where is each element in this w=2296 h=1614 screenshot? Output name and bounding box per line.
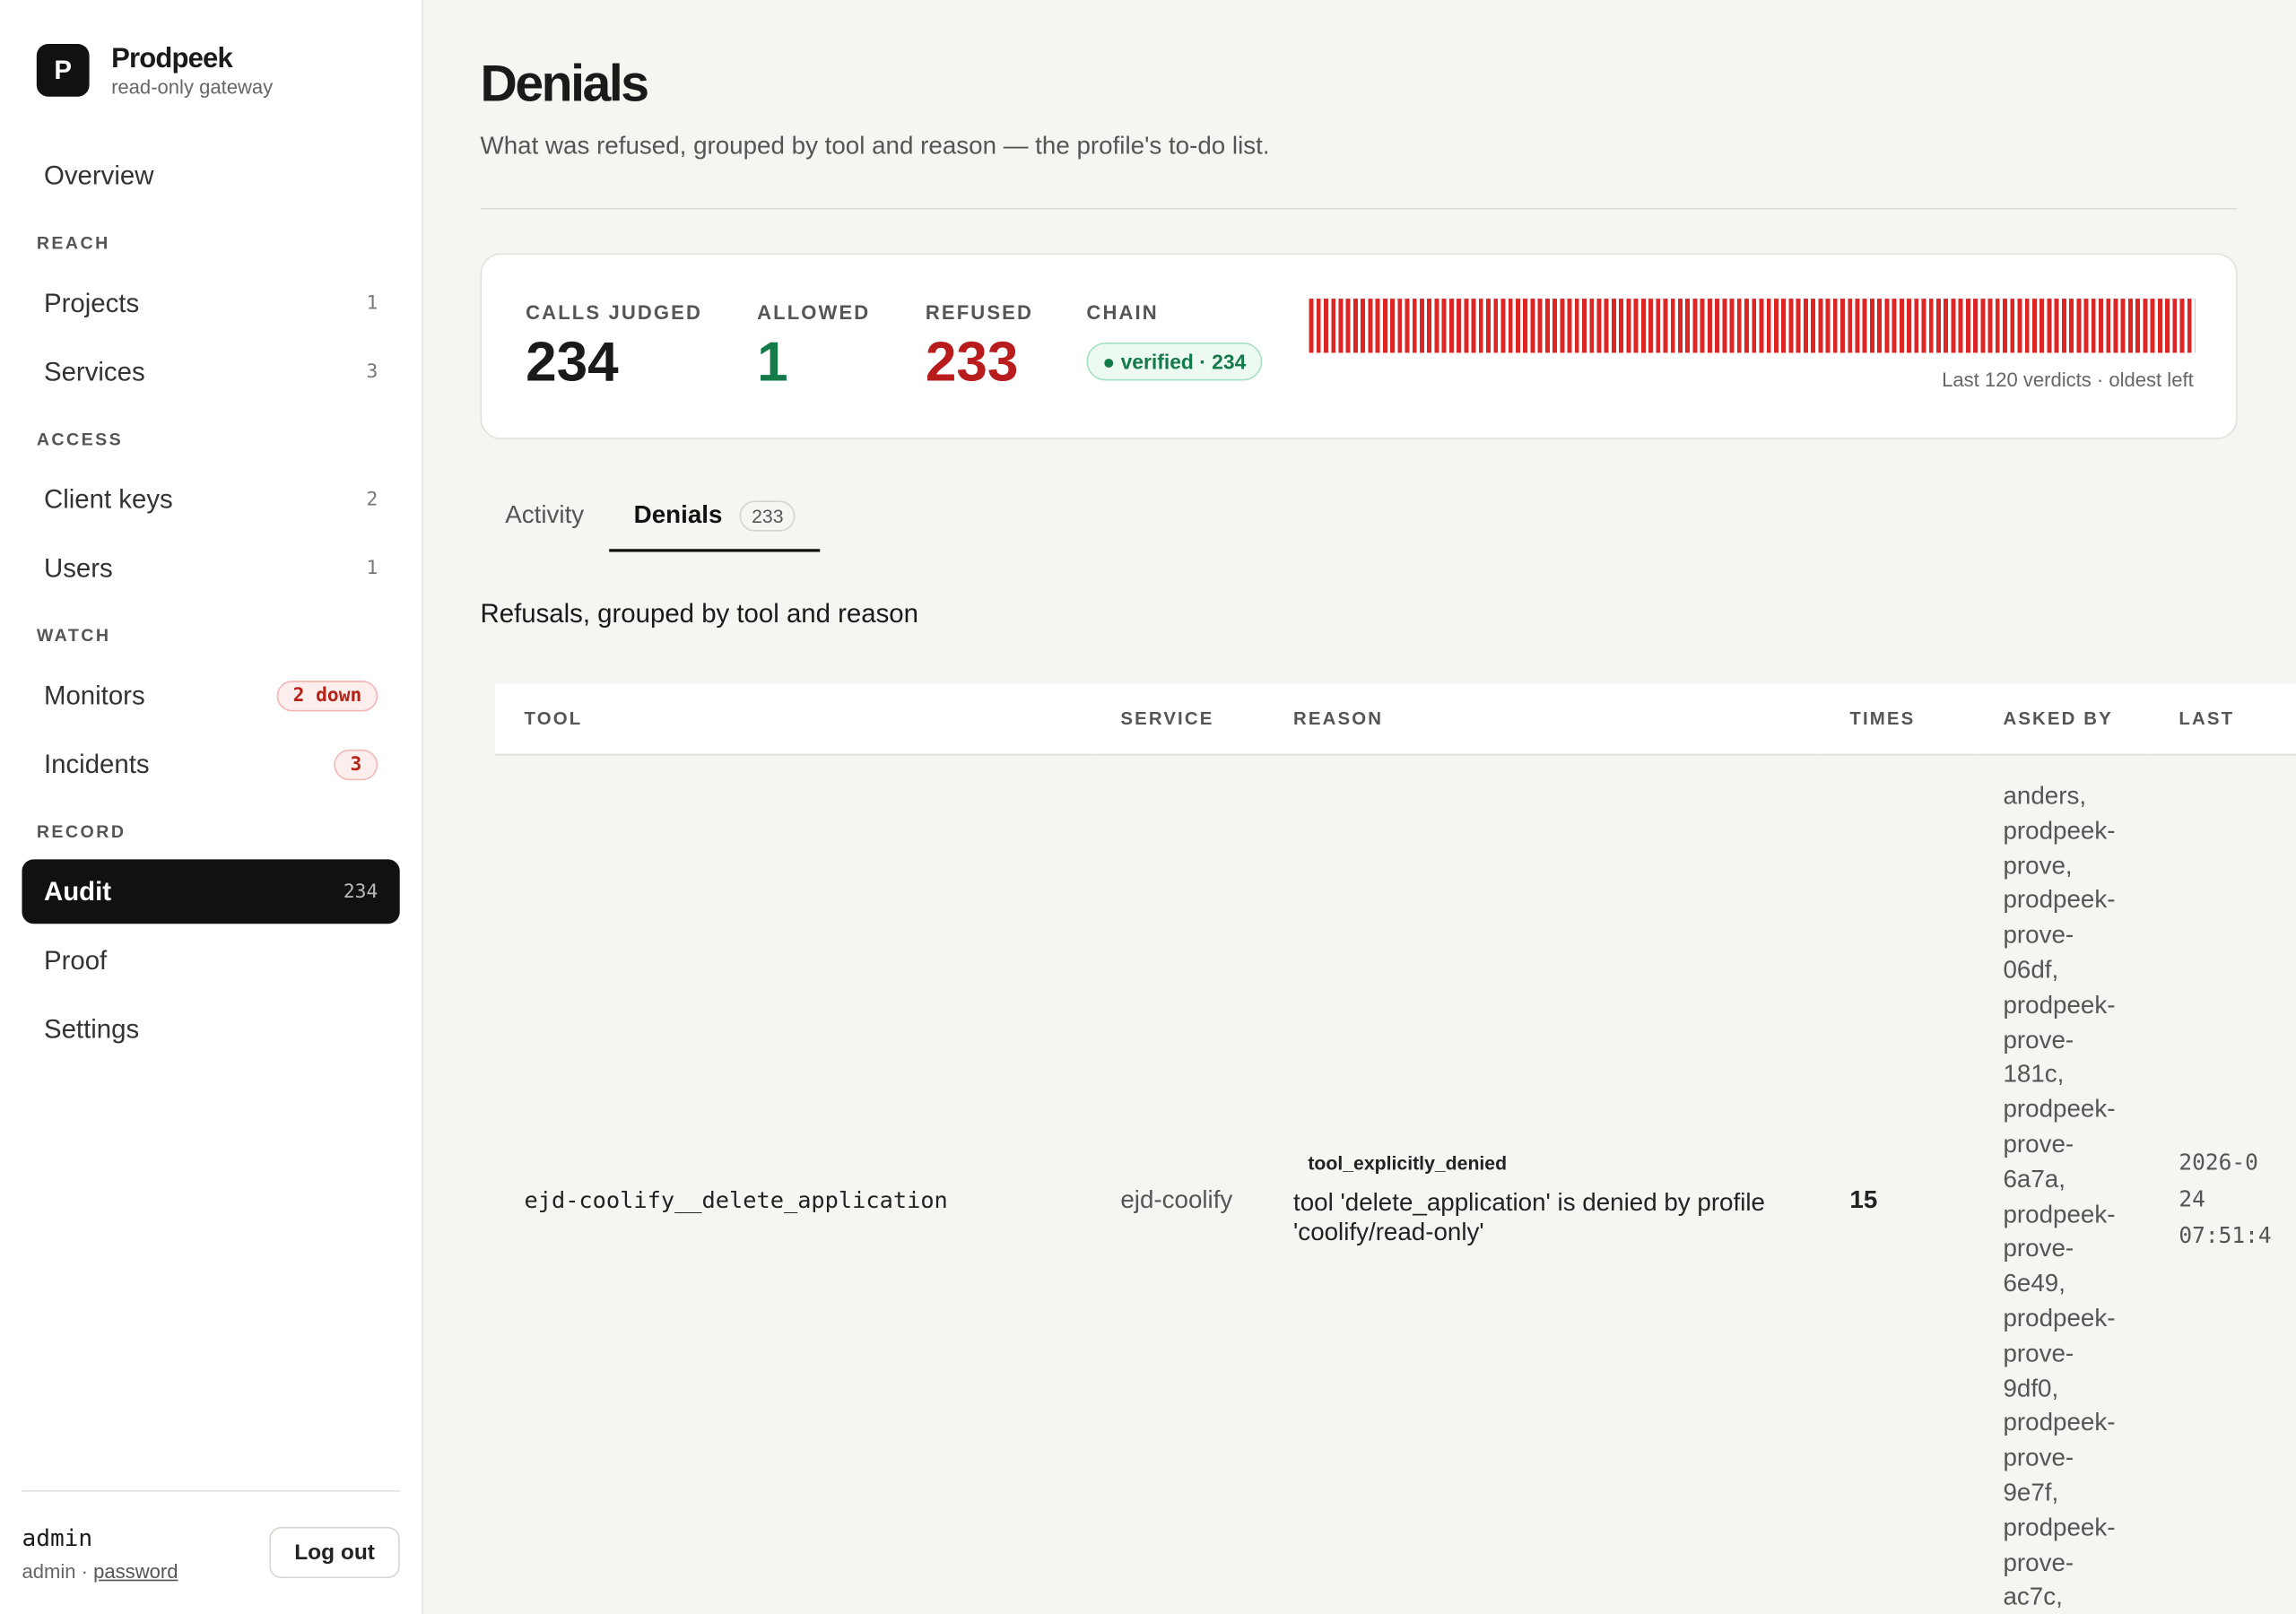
header-row: TOOL SERVICE REASON TIMES ASKED BY LAST bbox=[494, 683, 2296, 756]
stat: REFUSED 233 bbox=[926, 301, 1033, 395]
nav-badge: 3 bbox=[334, 749, 378, 780]
nav-badge: 2 down bbox=[276, 680, 378, 711]
nav-label: Client keys bbox=[43, 483, 173, 514]
nav-item[interactable]: Monitors 2 down bbox=[22, 664, 399, 728]
nav-label: Settings bbox=[43, 1013, 140, 1044]
column-header: SERVICE bbox=[1091, 683, 1265, 756]
section-title: Refusals, grouped by tool and reason bbox=[480, 598, 919, 629]
page-subtitle: What was refused, grouped by tool and re… bbox=[480, 131, 1270, 160]
nav-label: Services bbox=[43, 356, 145, 386]
service-cell: ejd-coolify bbox=[1120, 1184, 1233, 1213]
nav-item[interactable]: Proof bbox=[22, 928, 399, 993]
column-header: REASON bbox=[1264, 683, 1821, 756]
nav-section: REACH bbox=[36, 232, 110, 254]
brand-tagline: read-only gateway bbox=[111, 75, 274, 99]
nav-count: 234 bbox=[343, 881, 378, 903]
user-role: admin · password bbox=[22, 1560, 178, 1583]
nav-label: Audit bbox=[43, 876, 112, 906]
user-name: admin bbox=[22, 1523, 93, 1552]
asked-by-cell: anders, prodpeek-prove, prodpeek-prove-0… bbox=[2003, 781, 2116, 1611]
nav-label: Overview bbox=[43, 160, 154, 190]
nav-item[interactable]: Client keys 2 bbox=[22, 467, 399, 532]
nav-item[interactable]: Services 3 bbox=[22, 340, 399, 404]
column-header: ASKED BY bbox=[1973, 683, 2150, 756]
table-row[interactable]: ejd-coolify__delete_application ejd-cool… bbox=[495, 755, 2296, 1614]
page-title: Denials bbox=[480, 56, 650, 113]
tabs: Activity Denials 233 bbox=[481, 483, 821, 552]
nav-section: WATCH bbox=[36, 625, 111, 646]
tab[interactable]: Activity bbox=[481, 483, 609, 552]
nav-label: Projects bbox=[43, 287, 140, 317]
nav-item[interactable]: Users 1 bbox=[22, 536, 399, 601]
stat-label: CALLS JUDGED bbox=[526, 301, 703, 324]
stat-value: 1 bbox=[757, 332, 788, 395]
nav-count: 1 bbox=[366, 557, 378, 579]
user-panel: admin admin · password Log out bbox=[22, 1490, 400, 1583]
nav-label: Users bbox=[43, 552, 113, 582]
chain-badge: ● verified · 234 bbox=[1086, 343, 1263, 381]
nav-label: Proof bbox=[43, 944, 108, 975]
role: admin bbox=[22, 1560, 76, 1583]
last-cell: 2026-0 24 07:51:4 bbox=[2179, 1149, 2272, 1249]
tab-label: Activity bbox=[505, 500, 585, 529]
reason-tag: tool_explicitly_denied bbox=[1308, 1151, 1508, 1175]
nav-count: 3 bbox=[366, 360, 378, 383]
nav-section: ACCESS bbox=[36, 429, 124, 450]
stats-card: CALLS JUDGED 234 ALLOWED 1 REFUSED 233 CHAI… bbox=[480, 253, 2238, 439]
nav-item[interactable]: Settings bbox=[22, 997, 399, 1062]
nav-label: Incidents bbox=[43, 749, 150, 778]
divider bbox=[480, 207, 2238, 210]
column-header: TOOL bbox=[494, 683, 1091, 756]
stat-value: 233 bbox=[925, 332, 1019, 395]
stat-label: CHAIN bbox=[1086, 301, 1159, 324]
nav: Overview REACH Projects 1 Services 3 ACCESS Cl… bbox=[22, 143, 400, 1066]
stat-label: ALLOWED bbox=[757, 301, 871, 324]
brand-name: Prodpeek bbox=[111, 43, 233, 75]
nav-label: Monitors bbox=[43, 680, 145, 710]
logo: P bbox=[36, 43, 90, 97]
tab[interactable]: Denials 233 bbox=[608, 483, 821, 552]
column-header: LAST bbox=[2149, 683, 2296, 756]
strip-caption: Last 120 verdicts · oldest left bbox=[1942, 369, 2194, 391]
stat: ALLOWED 1 bbox=[757, 301, 870, 395]
stat: CALLS JUDGED 234 bbox=[526, 301, 702, 395]
nav-item[interactable]: Incidents 3 bbox=[22, 732, 399, 796]
denials-table: TOOL SERVICE REASON TIMES ASKED BY LAST ejd-c… bbox=[494, 683, 2296, 1614]
chain-value: verified · 234 bbox=[1120, 350, 1247, 374]
nav-count: 1 bbox=[366, 291, 378, 315]
password-link[interactable]: password bbox=[93, 1560, 178, 1583]
nav-item[interactable]: Audit 234 bbox=[22, 859, 400, 924]
reason-text: tool 'delete_application' is denied by p… bbox=[1293, 1188, 1765, 1246]
tool-cell: ejd-coolify__delete_application bbox=[524, 1186, 948, 1213]
sidebar: P Prodpeek read-only gateway Overview RE… bbox=[0, 0, 423, 1614]
logout-button[interactable]: Log out bbox=[269, 1526, 400, 1578]
verdict-strip bbox=[1309, 299, 2196, 353]
nav-count: 2 bbox=[366, 488, 378, 510]
times-cell: 15 bbox=[1849, 1184, 1878, 1213]
nav-section: RECORD bbox=[36, 820, 126, 842]
stat-label: REFUSED bbox=[925, 301, 1034, 324]
stat: CHAIN ● verified · 234 bbox=[1086, 301, 1263, 381]
nav-item[interactable]: Overview bbox=[22, 143, 399, 208]
column-header: TIMES bbox=[1820, 683, 1974, 756]
tab-label: Denials bbox=[633, 500, 723, 529]
stat-value: 234 bbox=[526, 332, 619, 395]
nav-item[interactable]: Projects 1 bbox=[22, 271, 399, 335]
tab-count: 233 bbox=[740, 500, 796, 532]
